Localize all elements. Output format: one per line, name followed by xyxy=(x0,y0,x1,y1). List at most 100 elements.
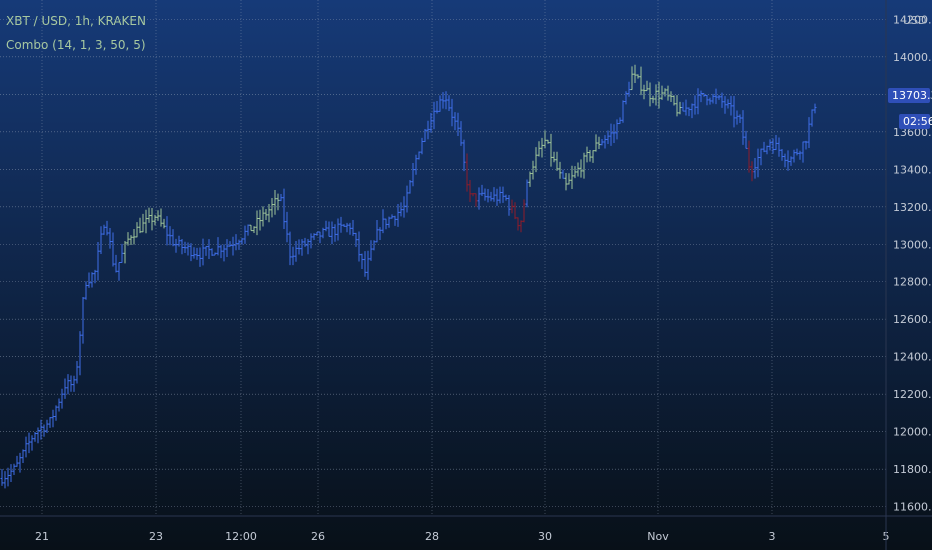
ohlc-bar xyxy=(183,241,187,253)
x-tick-label: 23 xyxy=(149,530,163,543)
ohlc-bar xyxy=(414,154,418,175)
ohlc-bar xyxy=(78,331,82,376)
y-tick-label: 13600.0 xyxy=(893,126,932,139)
ohlc-bar xyxy=(696,88,700,115)
ohlc-bar xyxy=(213,252,217,256)
ohlc-bar xyxy=(774,134,778,151)
ohlc-bar xyxy=(801,141,805,163)
ohlc-bar xyxy=(543,130,547,149)
ohlc-bar xyxy=(369,240,373,261)
ohlc-bar xyxy=(102,224,106,235)
ohlc-bar xyxy=(312,233,316,241)
ohlc-bar xyxy=(741,110,745,145)
ohlc-bar xyxy=(375,220,379,243)
ohlc-bar xyxy=(384,218,388,230)
ohlc-bar xyxy=(813,103,817,114)
ohlc-bar xyxy=(258,209,262,231)
ohlc-bar xyxy=(558,161,562,179)
ohlc-bar xyxy=(114,254,118,273)
symbol-legend[interactable]: XBT / USD, 1h, KRAKEN xyxy=(6,14,146,28)
ohlc-bar xyxy=(270,198,274,218)
ohlc-bar xyxy=(555,151,559,171)
y-tick-label: 12200.0 xyxy=(893,388,932,401)
ohlc-bar xyxy=(522,199,526,223)
x-tick-label: Nov xyxy=(647,530,669,543)
ohlc-bar xyxy=(15,455,19,467)
ohlc-bar xyxy=(564,172,568,191)
ohlc-bar xyxy=(645,80,649,92)
ohlc-bar xyxy=(153,214,157,226)
y-tick-label: 11600.0 xyxy=(893,501,932,514)
ohlc-bar xyxy=(351,219,355,236)
ohlc-bar xyxy=(252,226,256,234)
ohlc-bar xyxy=(651,95,655,104)
ohlc-bar xyxy=(246,224,250,236)
ohlc-bar xyxy=(537,141,541,157)
ohlc-bar xyxy=(144,209,148,234)
ohlc-bar xyxy=(96,241,100,281)
ohlc-bar xyxy=(780,149,784,161)
ohlc-bar xyxy=(360,253,364,270)
ohlc-bar xyxy=(561,169,565,179)
ohlc-bar xyxy=(378,227,382,240)
ohlc-bar xyxy=(393,215,397,226)
indicator-legend[interactable]: Combo (14, 1, 3, 50, 5) xyxy=(6,38,146,52)
ohlc-bar xyxy=(12,463,16,476)
ohlc-bar xyxy=(447,95,451,111)
ohlc-bar xyxy=(630,66,634,91)
ohlc-bar xyxy=(327,221,331,237)
ohlc-bar xyxy=(321,227,325,239)
ohlc-bar xyxy=(471,193,475,197)
ohlc-bar xyxy=(396,204,400,227)
ohlc-bar xyxy=(3,471,7,489)
ohlc-bar xyxy=(504,194,508,201)
ohlc-bar xyxy=(42,424,46,437)
ohlc-bar xyxy=(90,272,94,288)
x-tick-label: 21 xyxy=(35,530,49,543)
ohlc-bar xyxy=(105,220,109,236)
ohlc-bar xyxy=(36,427,40,444)
ohlc-bar xyxy=(405,185,409,213)
ohlc-bar xyxy=(726,99,730,109)
ohlc-bar xyxy=(474,193,478,207)
ohlc-bar xyxy=(294,241,298,262)
ohlc-bar xyxy=(99,226,103,255)
ohlc-bar xyxy=(669,91,673,103)
ohlc-bar xyxy=(606,130,610,144)
ohlc-bar xyxy=(579,159,583,178)
ohlc-bar xyxy=(621,100,625,123)
ohlc-bar xyxy=(267,203,271,223)
ohlc-bar xyxy=(333,224,337,242)
ohlc-bar xyxy=(765,145,769,155)
ohlc-bar xyxy=(795,148,799,156)
ohlc-bar xyxy=(420,137,424,155)
ohlc-bar xyxy=(87,272,91,288)
ohlc-bar xyxy=(678,101,682,115)
ohlc-bar xyxy=(24,436,28,458)
ohlc-bar xyxy=(111,232,115,267)
ohlc-bar xyxy=(39,419,43,440)
ohlc-bar xyxy=(156,210,160,221)
ohlc-bar xyxy=(456,112,460,137)
ohlc-bar xyxy=(468,179,472,203)
ohlc-bar xyxy=(549,133,553,167)
ohlc-bar xyxy=(54,405,58,421)
ohlc-bar xyxy=(552,151,556,163)
ohlc-bar xyxy=(72,375,76,392)
y-tick-label: 13200.0 xyxy=(893,201,932,214)
ohlc-bar xyxy=(699,90,703,103)
ohlc-bar xyxy=(132,228,136,245)
ohlc-bar xyxy=(627,81,631,97)
ohlc-bar xyxy=(567,173,571,185)
ohlc-bar xyxy=(732,95,736,128)
ohlc-bar xyxy=(171,229,175,247)
ohlc-bar xyxy=(723,96,727,114)
ohlc-bar xyxy=(783,153,787,168)
y-tick-label: 11800.0 xyxy=(893,463,932,476)
ohlc-bar xyxy=(210,248,214,256)
ohlc-series xyxy=(0,64,817,489)
ohlc-bar xyxy=(237,239,241,250)
ohlc-bar xyxy=(231,236,235,256)
ohlc-bar xyxy=(465,153,469,192)
